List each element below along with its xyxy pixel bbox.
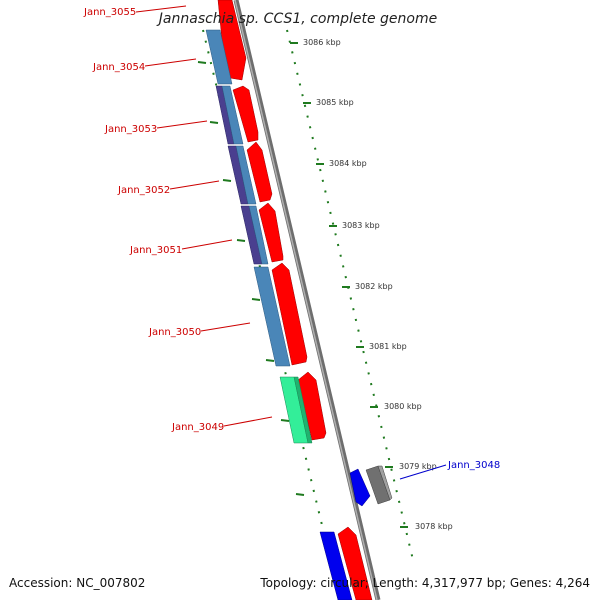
gene-label-jann-3051[interactable]: Jann_3051 (129, 245, 182, 256)
cds-arrow[interactable] (246, 141, 273, 203)
kbp-label: 3086 kbp (303, 38, 341, 47)
kbp-labels: 3086 kbp 3085 kbp 3084 kbp 3083 kbp 3082… (303, 38, 453, 531)
feature-group-3048 (349, 465, 393, 507)
reverse-feature[interactable] (205, 29, 233, 85)
cds-arrow[interactable] (337, 526, 373, 600)
cds-arrow[interactable] (232, 85, 259, 143)
cds-arrow[interactable] (258, 202, 284, 263)
gene-label-jann-3055[interactable]: Jann_3055 (83, 7, 136, 18)
blue-feature-arrow[interactable] (349, 468, 371, 507)
gene-label-jann-3053[interactable]: Jann_3053 (104, 124, 157, 135)
kbp-label: 3081 kbp (369, 342, 407, 351)
reverse-feature[interactable] (319, 531, 353, 600)
gray-feature[interactable] (377, 465, 393, 501)
reverse-features (205, 29, 353, 600)
gene-label-jann-3048[interactable]: Jann_3048 (447, 460, 500, 471)
gene-label-jann-3054[interactable]: Jann_3054 (92, 62, 145, 73)
cds-features (217, 0, 373, 600)
genome-backbone (233, 0, 381, 600)
reverse-feature[interactable] (253, 266, 291, 367)
kbp-label: 3080 kbp (384, 402, 422, 411)
reverse-feature[interactable] (248, 205, 269, 265)
accession-text: Accession: NC_007802 (9, 576, 145, 590)
gene-labels: Jann_3055 Jann_3054 Jann_3053 Jann_3052 … (83, 5, 500, 480)
reverse-feature[interactable] (293, 376, 313, 444)
kbp-label: 3085 kbp (316, 98, 354, 107)
kbp-label: 3079 kbp (399, 462, 437, 471)
kbp-label: 3083 kbp (342, 221, 380, 230)
genome-summary-text: Topology: circular; Length: 4,317,977 bp… (259, 576, 590, 590)
cds-arrow[interactable] (271, 262, 308, 366)
gene-label-jann-3050[interactable]: Jann_3050 (148, 327, 201, 338)
reverse-feature[interactable] (221, 85, 244, 145)
kbp-label: 3078 kbp (415, 522, 453, 531)
reverse-feature[interactable] (235, 145, 257, 205)
cds-arrow[interactable] (297, 371, 327, 441)
kbp-ticks (290, 42, 408, 528)
kbp-label: 3082 kbp (355, 282, 393, 291)
map-title: Jannaschia sp. CCS1, complete genome (156, 11, 437, 27)
kbp-label: 3084 kbp (329, 159, 367, 168)
gene-label-jann-3049[interactable]: Jann_3049 (171, 422, 224, 433)
left-track-ticks (197, 61, 305, 496)
gene-label-jann-3052[interactable]: Jann_3052 (117, 185, 170, 196)
